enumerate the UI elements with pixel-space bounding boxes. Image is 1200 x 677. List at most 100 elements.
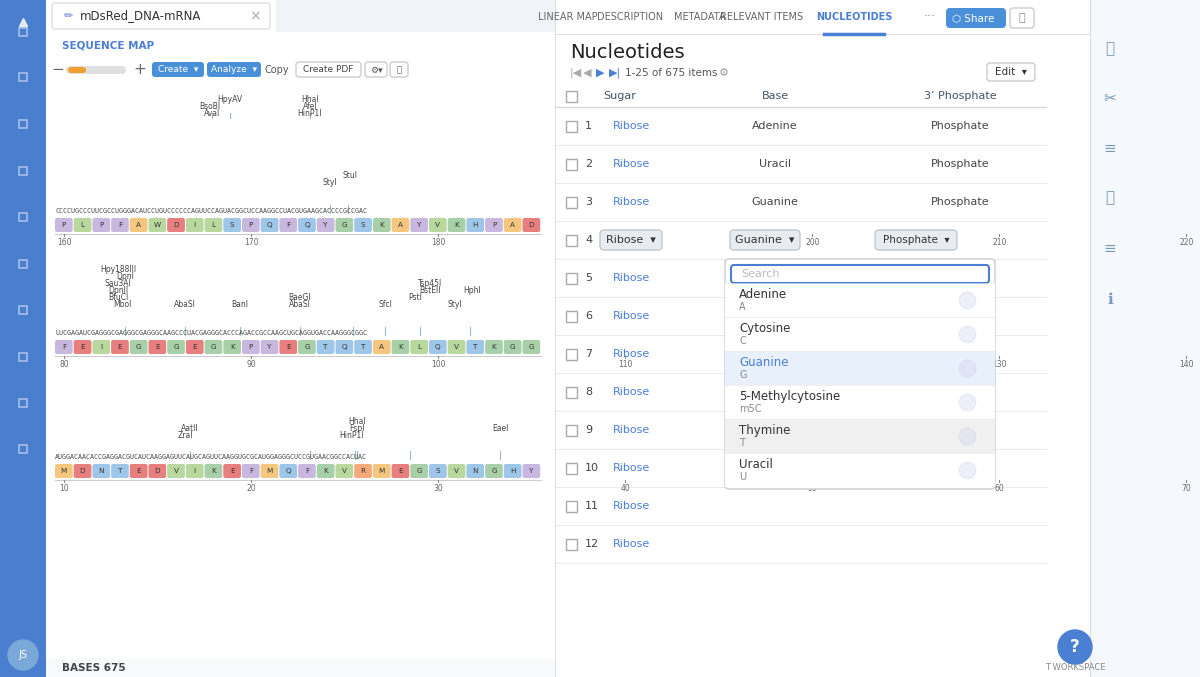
Bar bbox=[566, 235, 577, 246]
FancyBboxPatch shape bbox=[731, 265, 989, 283]
Text: ℹ: ℹ bbox=[1108, 292, 1112, 307]
FancyBboxPatch shape bbox=[522, 218, 540, 232]
FancyBboxPatch shape bbox=[73, 464, 91, 478]
Text: 11: 11 bbox=[586, 501, 599, 511]
Text: P: P bbox=[248, 344, 253, 350]
Text: N: N bbox=[98, 468, 104, 474]
Text: K: K bbox=[323, 468, 328, 474]
Text: 100: 100 bbox=[431, 360, 445, 369]
Text: 140: 140 bbox=[1180, 360, 1194, 369]
Text: BsoBI: BsoBI bbox=[199, 102, 221, 111]
Text: ⚙▾: ⚙▾ bbox=[370, 66, 383, 74]
Text: DpnI: DpnI bbox=[116, 272, 134, 281]
FancyBboxPatch shape bbox=[260, 218, 278, 232]
Text: G: G bbox=[211, 344, 216, 350]
Text: D: D bbox=[528, 222, 534, 228]
Text: D: D bbox=[79, 468, 85, 474]
Text: BfuCI: BfuCI bbox=[108, 293, 128, 302]
Text: Ribose: Ribose bbox=[612, 501, 649, 511]
FancyBboxPatch shape bbox=[167, 218, 185, 232]
Bar bbox=[566, 197, 577, 208]
Text: HphI: HphI bbox=[463, 286, 481, 295]
FancyBboxPatch shape bbox=[373, 340, 391, 354]
FancyBboxPatch shape bbox=[725, 259, 995, 489]
Text: BASES 675: BASES 675 bbox=[62, 663, 126, 673]
FancyBboxPatch shape bbox=[373, 464, 391, 478]
Bar bbox=[46, 659, 556, 677]
FancyBboxPatch shape bbox=[73, 340, 91, 354]
FancyBboxPatch shape bbox=[130, 340, 148, 354]
FancyBboxPatch shape bbox=[390, 62, 408, 77]
FancyBboxPatch shape bbox=[55, 218, 73, 232]
Text: Guanine  ▾: Guanine ▾ bbox=[736, 235, 794, 245]
Text: ◀: ◀ bbox=[583, 68, 592, 78]
Text: G: G bbox=[173, 344, 179, 350]
Text: Q: Q bbox=[266, 222, 272, 228]
FancyBboxPatch shape bbox=[875, 230, 958, 250]
Bar bbox=[556, 297, 1046, 335]
Bar bbox=[556, 221, 1046, 259]
Text: A: A bbox=[136, 222, 142, 228]
FancyBboxPatch shape bbox=[92, 340, 110, 354]
FancyBboxPatch shape bbox=[522, 340, 540, 354]
Text: I: I bbox=[193, 468, 196, 474]
Text: Copy: Copy bbox=[265, 65, 289, 75]
FancyBboxPatch shape bbox=[391, 464, 409, 478]
Text: A: A bbox=[510, 222, 515, 228]
Text: 10: 10 bbox=[586, 463, 599, 473]
FancyBboxPatch shape bbox=[485, 340, 503, 354]
Text: 50: 50 bbox=[808, 484, 817, 493]
Text: G: G bbox=[304, 344, 310, 350]
Text: C: C bbox=[739, 336, 745, 346]
Text: ⬜: ⬜ bbox=[1019, 13, 1025, 23]
Text: G: G bbox=[491, 468, 497, 474]
Text: G: G bbox=[416, 468, 422, 474]
FancyBboxPatch shape bbox=[92, 218, 110, 232]
Text: T: T bbox=[739, 438, 745, 447]
FancyBboxPatch shape bbox=[149, 218, 166, 232]
Text: 🔖: 🔖 bbox=[1105, 41, 1115, 56]
Text: L: L bbox=[211, 222, 216, 228]
Text: Ribose: Ribose bbox=[612, 159, 649, 169]
Text: L: L bbox=[418, 344, 421, 350]
Text: Cytosine: Cytosine bbox=[739, 322, 791, 335]
Text: DpnII: DpnII bbox=[108, 286, 128, 295]
Text: E: E bbox=[286, 344, 290, 350]
Bar bbox=[566, 311, 577, 322]
Text: E: E bbox=[118, 344, 122, 350]
FancyBboxPatch shape bbox=[317, 218, 335, 232]
FancyBboxPatch shape bbox=[242, 464, 259, 478]
FancyBboxPatch shape bbox=[430, 464, 446, 478]
Bar bbox=[556, 183, 1046, 221]
Text: S: S bbox=[361, 222, 365, 228]
Text: 30: 30 bbox=[433, 484, 443, 493]
Text: 210: 210 bbox=[992, 238, 1007, 247]
Text: H: H bbox=[510, 468, 516, 474]
Text: Ribose: Ribose bbox=[612, 273, 649, 283]
Text: A: A bbox=[739, 302, 745, 312]
Text: 110: 110 bbox=[618, 360, 632, 369]
FancyBboxPatch shape bbox=[317, 340, 335, 354]
FancyBboxPatch shape bbox=[373, 218, 391, 232]
FancyBboxPatch shape bbox=[336, 340, 353, 354]
Text: R: R bbox=[360, 468, 366, 474]
FancyBboxPatch shape bbox=[296, 62, 361, 77]
Text: PstI: PstI bbox=[408, 293, 422, 302]
Bar bbox=[566, 91, 577, 102]
FancyBboxPatch shape bbox=[52, 3, 270, 29]
FancyBboxPatch shape bbox=[730, 230, 800, 250]
Text: I: I bbox=[100, 344, 102, 350]
Text: JS: JS bbox=[18, 650, 28, 660]
Text: 2: 2 bbox=[586, 159, 592, 169]
Text: Edit  ▾: Edit ▾ bbox=[995, 67, 1027, 77]
FancyBboxPatch shape bbox=[448, 464, 466, 478]
Text: K: K bbox=[454, 222, 458, 228]
Text: Sugar: Sugar bbox=[604, 91, 636, 101]
Text: BaeGI: BaeGI bbox=[289, 293, 311, 302]
FancyBboxPatch shape bbox=[317, 464, 335, 478]
Text: 1-25 of 675 items: 1-25 of 675 items bbox=[625, 68, 718, 78]
Text: ▶|: ▶| bbox=[610, 68, 622, 79]
Text: 🔍: 🔍 bbox=[396, 66, 402, 74]
Text: ···: ··· bbox=[924, 11, 936, 24]
Text: P: P bbox=[492, 222, 496, 228]
